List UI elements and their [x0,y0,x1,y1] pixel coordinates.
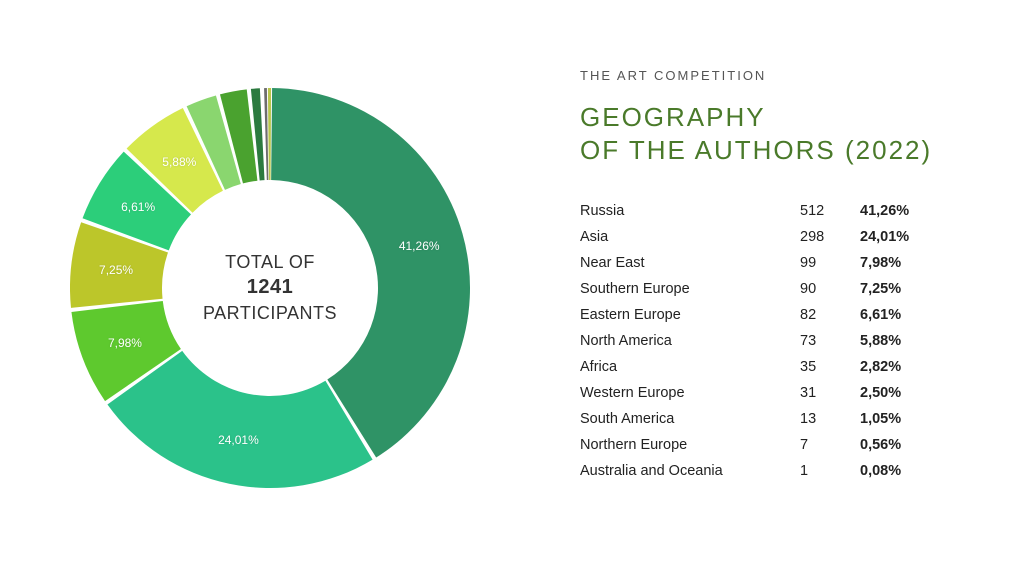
table-row: Near East997,98% [580,250,984,276]
count-cell: 13 [800,411,860,427]
table-row: Africa352,82% [580,354,984,380]
table-row: Asia29824,01% [580,224,984,250]
percent-cell: 7,25% [860,281,940,297]
region-cell: Northern Europe [580,437,800,453]
title-line-1: GEOGRAPHY [580,101,984,134]
count-cell: 35 [800,359,860,375]
slice-label: 7,98% [108,336,142,350]
percent-cell: 6,61% [860,307,940,323]
percent-cell: 24,01% [860,229,940,245]
slice-label: 7,25% [99,263,133,277]
slice-label: 41,26% [399,239,440,253]
table-row: Russia51241,26% [580,198,984,224]
donut-slice [268,88,271,180]
table-row: Eastern Europe826,61% [580,302,984,328]
title: GEOGRAPHY OF THE AUTHORS (2022) [580,101,984,166]
chart-center-label: TOTAL OF 1241 PARTICIPANTS [203,250,337,326]
percent-cell: 0,08% [860,463,940,479]
center-total: 1241 [203,275,337,302]
percent-cell: 41,26% [860,203,940,219]
region-cell: Russia [580,203,800,219]
table-row: South America131,05% [580,406,984,432]
region-cell: Eastern Europe [580,307,800,323]
count-cell: 99 [800,255,860,271]
percent-cell: 0,56% [860,437,940,453]
slice-label: 6,61% [121,200,155,214]
chart-panel: TOTAL OF 1241 PARTICIPANTS 41,26% 24,01% 7… [0,0,540,576]
slice-label: 5,88% [162,155,196,169]
table-row: Southern Europe907,25% [580,276,984,302]
percent-cell: 1,05% [860,411,940,427]
percent-cell: 2,50% [860,385,940,401]
count-cell: 512 [800,203,860,219]
subtitle: THE ART COMPETITION [580,68,984,83]
region-cell: Australia and Oceania [580,463,800,479]
region-cell: Africa [580,359,800,375]
percent-cell: 7,98% [860,255,940,271]
data-table: Russia51241,26%Asia29824,01%Near East997… [580,198,984,484]
table-row: North America735,88% [580,328,984,354]
slice-label: 24,01% [218,433,259,447]
count-cell: 82 [800,307,860,323]
percent-cell: 5,88% [860,333,940,349]
table-row: Northern Europe70,56% [580,432,984,458]
region-cell: Western Europe [580,385,800,401]
page-container: TOTAL OF 1241 PARTICIPANTS 41,26% 24,01% 7… [0,0,1024,576]
donut-slice [264,88,268,180]
table-row: Australia and Oceania10,08% [580,458,984,484]
percent-cell: 2,82% [860,359,940,375]
count-cell: 1 [800,463,860,479]
region-cell: Southern Europe [580,281,800,297]
count-cell: 298 [800,229,860,245]
table-row: Western Europe312,50% [580,380,984,406]
center-suffix: PARTICIPANTS [203,302,337,326]
count-cell: 7 [800,437,860,453]
region-cell: South America [580,411,800,427]
count-cell: 73 [800,333,860,349]
count-cell: 90 [800,281,860,297]
region-cell: Near East [580,255,800,271]
title-line-2: OF THE AUTHORS (2022) [580,134,984,167]
region-cell: Asia [580,229,800,245]
center-prefix: TOTAL OF [203,250,337,274]
region-cell: North America [580,333,800,349]
count-cell: 31 [800,385,860,401]
donut-chart: TOTAL OF 1241 PARTICIPANTS 41,26% 24,01% 7… [70,88,470,488]
text-panel: THE ART COMPETITION GEOGRAPHY OF THE AUT… [540,0,1024,576]
